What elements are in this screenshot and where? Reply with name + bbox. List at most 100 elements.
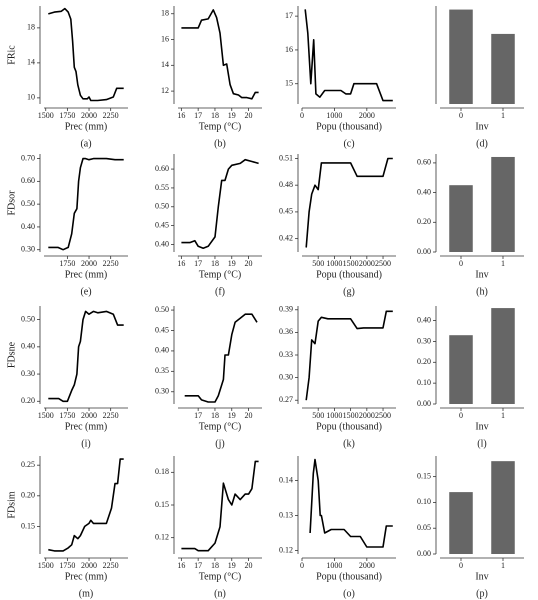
y-tick-label: 0.40 <box>155 239 169 248</box>
y-tick-label: 0.13 <box>279 510 293 519</box>
y-tick-label: 0.50 <box>155 202 169 211</box>
x-tick-label: 1000 <box>326 411 342 420</box>
x-axis-label: Inv <box>475 269 488 280</box>
x-tick-label: 2000 <box>81 561 97 570</box>
y-tick-label: 0.40 <box>417 187 431 196</box>
x-tick-label: 0 <box>459 411 463 420</box>
y-tick-label: 0.00 <box>417 399 431 408</box>
x-tick-label: 18 <box>211 561 219 570</box>
y-tick-label: 0.45 <box>279 207 293 216</box>
data-line <box>305 157 393 248</box>
y-tick-label: 12 <box>161 86 169 95</box>
x-tick-label: 19 <box>228 111 236 120</box>
x-tick-label: 1750 <box>59 259 75 268</box>
y-tick-label: 0.55 <box>155 183 169 192</box>
y-tick-label: 0.30 <box>279 372 293 381</box>
x-tick-label: 16 <box>177 561 185 570</box>
x-tick-label: 16 <box>177 111 185 120</box>
x-tick-label: 20 <box>245 561 253 570</box>
y-tick-label: 0.70 <box>21 153 35 162</box>
y-tick-label: 0.50 <box>21 199 35 208</box>
data-line <box>305 310 393 401</box>
panel-caption: (k) <box>343 438 355 449</box>
y-tick-label: 10 <box>27 93 35 102</box>
x-tick-label: 1750 <box>59 411 75 420</box>
x-axis-label: Temp (°C) <box>199 269 241 280</box>
panel-caption: (l) <box>477 438 486 449</box>
x-tick-label: 1500 <box>38 111 54 120</box>
y-tick-label: 0.30 <box>21 245 35 254</box>
y-tick-label: 0.33 <box>279 350 293 359</box>
y-tick-label: 0.30 <box>155 387 169 396</box>
x-axis-label: Temp (°C) <box>199 421 241 432</box>
data-line <box>48 157 124 251</box>
bar <box>449 335 473 404</box>
x-tick-label: 1500 <box>38 411 54 420</box>
x-tick-label: 19 <box>228 259 236 268</box>
data-line <box>181 158 259 249</box>
bar <box>491 461 515 554</box>
x-tick-label: 17 <box>194 411 202 420</box>
y-tick-label: 0.50 <box>21 314 35 323</box>
y-tick-label: 0.10 <box>417 378 431 387</box>
x-tick-label: 2500 <box>375 411 391 420</box>
y-tick-label: 0.15 <box>21 521 35 530</box>
y-tick-label: 0.45 <box>155 220 169 229</box>
x-tick-label: 1750 <box>59 561 75 570</box>
data-line <box>48 310 124 403</box>
x-tick-label: 20 <box>245 259 253 268</box>
y-tick-label: 0.05 <box>417 523 431 532</box>
y-tick-label: 0.15 <box>417 471 431 480</box>
x-tick-label: 1 <box>501 561 505 570</box>
x-tick-label: 2000 <box>81 259 97 268</box>
y-tick-label: 0.00 <box>417 549 431 558</box>
panel-caption: (h) <box>476 286 488 297</box>
y-tick-label: 0.51 <box>279 153 293 162</box>
y-tick-label: 18 <box>161 9 169 18</box>
panel-caption: (o) <box>343 588 355 599</box>
panel-caption: (a) <box>80 138 91 149</box>
x-axis-label: Inv <box>475 421 488 432</box>
y-tick-label: 0.40 <box>417 315 431 324</box>
x-tick-label: 18 <box>211 411 219 420</box>
y-tick-label: 14 <box>161 60 169 69</box>
x-tick-label: 16 <box>177 259 185 268</box>
y-tick-label: 0.15 <box>155 500 169 509</box>
x-tick-label: 1 <box>501 111 505 120</box>
x-tick-label: 1 <box>501 411 505 420</box>
y-tick-label: 0.20 <box>417 217 431 226</box>
panel-caption: (g) <box>343 286 355 297</box>
x-axis-label: Popu (thousand) <box>316 269 382 280</box>
x-axis-label: Prec (mm) <box>65 269 108 280</box>
y-tick-label: 15 <box>285 79 293 88</box>
x-tick-label: 2000 <box>359 111 375 120</box>
y-tick-label: 0.40 <box>21 222 35 231</box>
x-tick-label: 1000 <box>326 561 342 570</box>
x-tick-label: 2000 <box>359 259 375 268</box>
bar <box>491 308 515 404</box>
y-tick-label: 0.50 <box>155 305 169 314</box>
data-line <box>304 9 393 102</box>
x-tick-label: 2250 <box>103 411 119 420</box>
x-tick-label: 1500 <box>38 561 54 570</box>
panel-caption: (m) <box>79 588 93 599</box>
y-tick-label: 0.60 <box>155 164 169 173</box>
data-line <box>309 458 393 548</box>
y-tick-label: 0.60 <box>21 176 35 185</box>
y-tick-label: 0.20 <box>21 491 35 500</box>
y-tick-label: 0.00 <box>417 247 431 256</box>
x-tick-label: 2000 <box>359 411 375 420</box>
x-tick-label: 2250 <box>103 259 119 268</box>
x-tick-label: 2000 <box>81 411 97 420</box>
y-tick-label: 0.36 <box>279 327 293 336</box>
x-tick-label: 0 <box>300 111 304 120</box>
y-tick-label: 14 <box>27 58 35 67</box>
x-tick-label: 2250 <box>103 561 119 570</box>
bar <box>491 156 515 252</box>
data-line <box>48 7 124 102</box>
x-axis-label: Temp (°C) <box>199 121 241 132</box>
x-tick-label: 20 <box>245 111 253 120</box>
panel-caption: (b) <box>214 138 226 149</box>
y-tick-label: 0.30 <box>21 369 35 378</box>
